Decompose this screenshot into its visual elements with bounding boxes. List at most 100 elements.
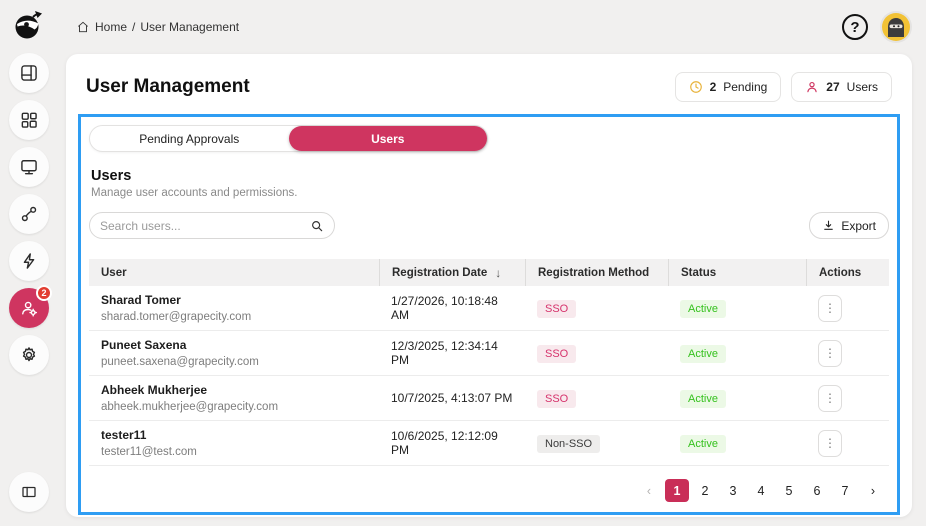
pending-stat-button[interactable]: 2 Pending <box>674 72 782 102</box>
row-actions-button[interactable]: ⋮ <box>818 384 842 412</box>
pagination-page-2[interactable]: 2 <box>693 479 717 502</box>
sidebar-item-actions[interactable] <box>9 241 49 281</box>
registration-date: 1/27/2026, 10:18:48 AM <box>391 294 498 322</box>
user-management-card: User Management 2 Pending <box>66 54 912 517</box>
pagination-page-5[interactable]: 5 <box>777 479 801 502</box>
export-button[interactable]: Export <box>809 212 889 239</box>
user-cell: Puneet Saxena puneet.saxena@grapecity.co… <box>89 338 379 368</box>
search-button[interactable] <box>310 219 324 233</box>
chevron-left-icon: ‹ <box>646 483 652 498</box>
user-email: sharad.tomer@grapecity.com <box>101 311 252 323</box>
sidebar-item-pipelines[interactable] <box>9 194 49 234</box>
user-email: puneet.saxena@grapecity.com <box>101 356 259 368</box>
kebab-menu-icon: ⋮ <box>824 436 836 450</box>
status-badge: Active <box>680 434 726 453</box>
pending-count-badge: 2 <box>36 285 52 301</box>
users-stat-button[interactable]: 27 Users <box>791 72 892 102</box>
sidebar-collapse-button[interactable] <box>9 472 49 512</box>
breadcrumb: Home / User Management <box>76 20 239 34</box>
ninja-logo-icon <box>15 11 42 39</box>
users-panel-focus-region: Pending Approvals Users Users Manage use… <box>78 114 900 515</box>
user-name: Abheek Mukherjee <box>101 383 208 397</box>
table-row: Puneet Saxena puneet.saxena@grapecity.co… <box>89 331 889 376</box>
pagination-page-7[interactable]: 7 <box>833 479 857 502</box>
pagination-page-6[interactable]: 6 <box>805 479 829 502</box>
person-icon <box>807 81 817 93</box>
user-cell: Abheek Mukherjee abheek.mukherjee@grapec… <box>89 383 379 413</box>
sort-descending-icon: ↓ <box>495 265 502 280</box>
user-avatar[interactable] <box>882 13 910 41</box>
table-row: tester11 tester11@test.com 10/6/2025, 12… <box>89 421 889 466</box>
sidebar-item-monitor[interactable] <box>9 147 49 187</box>
sidebar: 2 <box>0 0 58 526</box>
sidebar-item-apps[interactable] <box>9 100 49 140</box>
search-box <box>89 212 335 239</box>
method-badge: SSO <box>537 344 577 363</box>
user-cell: Sharad Tomer sharad.tomer@grapecity.com <box>89 293 379 323</box>
pagination-page-3[interactable]: 3 <box>721 479 745 502</box>
question-mark-icon: ? <box>850 18 860 36</box>
user-name: Sharad Tomer <box>101 293 181 307</box>
table-header-row: User Registration Date ↓ Registration Me… <box>89 259 889 286</box>
chevron-right-icon: › <box>870 483 876 498</box>
breadcrumb-home[interactable]: Home <box>95 20 128 34</box>
column-header-user[interactable]: User <box>101 266 127 279</box>
card-header: User Management 2 Pending <box>78 58 900 114</box>
section-subtitle: Manage user accounts and permissions. <box>91 187 298 199</box>
user-email: tester11@test.com <box>101 446 197 458</box>
help-button[interactable]: ? <box>842 14 868 40</box>
header-stat-buttons: 2 Pending 27 Users <box>674 72 892 102</box>
method-badge: Non-SSO <box>537 434 601 453</box>
topbar-actions: ? <box>842 13 910 41</box>
pagination-prev-button[interactable]: ‹ <box>637 479 661 502</box>
layout-icon <box>21 65 37 81</box>
registration-date: 10/7/2025, 4:13:07 PM <box>391 391 513 405</box>
user-gear-icon <box>22 301 38 317</box>
zap-icon <box>23 253 35 269</box>
tab-pending-approvals[interactable]: Pending Approvals <box>139 131 240 146</box>
column-header-status[interactable]: Status <box>668 259 806 286</box>
pending-label: Pending <box>723 80 768 94</box>
download-icon <box>824 220 834 230</box>
sidebar-item-settings[interactable] <box>9 335 49 375</box>
pagination-next-button[interactable]: › <box>861 479 885 502</box>
sidebar-item-dashboard[interactable] <box>9 53 49 93</box>
topbar: Home / User Management ? <box>58 0 926 54</box>
column-header-registration-method[interactable]: Registration Method <box>525 259 668 286</box>
status-badge: Active <box>680 389 726 408</box>
pagination-page-4[interactable]: 4 <box>749 479 773 502</box>
user-email: abheek.mukherjee@grapecity.com <box>101 401 279 413</box>
kebab-menu-icon: ⋮ <box>824 301 836 315</box>
users-label: Users <box>846 80 878 94</box>
brand-ninja-logo[interactable] <box>9 6 49 46</box>
table-row: Sharad Tomer sharad.tomer@grapecity.com … <box>89 286 889 331</box>
method-badge: SSO <box>537 299 577 318</box>
user-cell: tester11 tester11@test.com <box>89 428 379 458</box>
user-name: tester11 <box>101 428 147 442</box>
user-name: Puneet Saxena <box>101 338 187 352</box>
status-badge: Active <box>680 299 726 318</box>
breadcrumb-current: User Management <box>140 20 240 34</box>
row-actions-button[interactable]: ⋮ <box>818 339 842 367</box>
search-icon <box>312 220 323 231</box>
tab-users[interactable]: Users <box>288 126 487 151</box>
table-toolbar: Export <box>89 212 889 239</box>
pagination: ‹ 1 2 3 4 5 6 7 › <box>89 471 889 508</box>
registration-date: 12/3/2025, 12:34:14 PM <box>391 339 498 367</box>
page-title: User Management <box>86 76 250 97</box>
search-input[interactable] <box>100 218 310 233</box>
apps-grid-icon <box>21 112 37 128</box>
kebab-menu-icon: ⋮ <box>824 391 836 405</box>
table-row: Abheek Mukherjee abheek.mukherjee@grapec… <box>89 376 889 421</box>
clock-icon <box>689 81 702 93</box>
row-actions-button[interactable]: ⋮ <box>818 429 842 457</box>
pending-count: 2 <box>709 80 717 94</box>
row-actions-button[interactable]: ⋮ <box>818 294 842 322</box>
settings-gear-icon <box>22 347 36 362</box>
section-title: Users <box>91 168 132 184</box>
sidebar-item-user-management[interactable]: 2 <box>9 285 52 328</box>
monitor-icon <box>21 160 37 175</box>
column-header-registration-date[interactable]: Registration Date ↓ <box>379 259 525 286</box>
pagination-page-1[interactable]: 1 <box>665 479 689 502</box>
